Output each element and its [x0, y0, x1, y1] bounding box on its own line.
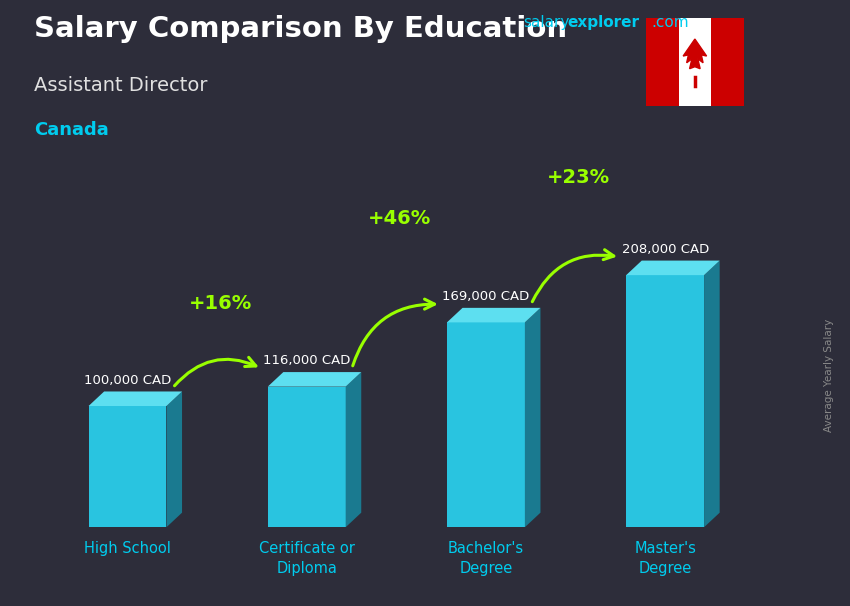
Polygon shape	[626, 275, 704, 527]
Polygon shape	[524, 308, 541, 527]
Text: 208,000 CAD: 208,000 CAD	[621, 243, 709, 256]
Text: Canada: Canada	[34, 121, 109, 139]
Polygon shape	[704, 261, 720, 527]
Text: salary: salary	[523, 15, 570, 30]
Polygon shape	[683, 39, 706, 68]
Polygon shape	[646, 18, 678, 106]
Polygon shape	[678, 18, 711, 106]
Polygon shape	[88, 391, 182, 406]
Polygon shape	[88, 406, 167, 527]
Polygon shape	[626, 261, 720, 275]
Text: .com: .com	[651, 15, 688, 30]
Text: +46%: +46%	[368, 209, 431, 228]
Text: 100,000 CAD: 100,000 CAD	[84, 374, 171, 387]
Text: Assistant Director: Assistant Director	[34, 76, 207, 95]
Polygon shape	[447, 308, 541, 322]
Text: Average Yearly Salary: Average Yearly Salary	[824, 319, 834, 432]
Text: 116,000 CAD: 116,000 CAD	[263, 355, 350, 367]
Polygon shape	[346, 372, 361, 527]
Text: +23%: +23%	[547, 168, 610, 187]
Polygon shape	[268, 387, 346, 527]
Text: Salary Comparison By Education: Salary Comparison By Education	[34, 15, 567, 43]
Polygon shape	[268, 372, 361, 387]
Text: +16%: +16%	[189, 294, 252, 313]
Polygon shape	[711, 18, 744, 106]
Polygon shape	[167, 391, 182, 527]
Text: explorer: explorer	[568, 15, 640, 30]
Polygon shape	[447, 322, 524, 527]
Text: 169,000 CAD: 169,000 CAD	[442, 290, 530, 303]
